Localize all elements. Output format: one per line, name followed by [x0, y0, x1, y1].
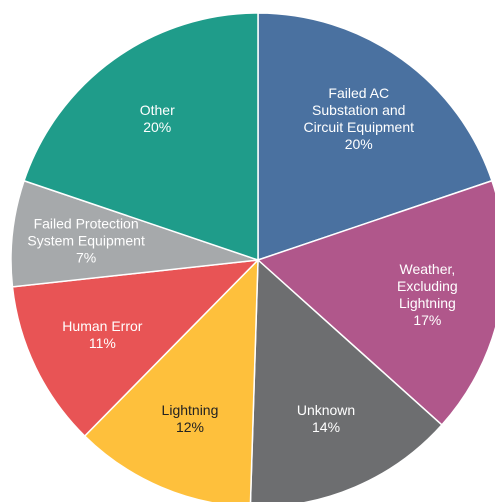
percent-label: 14% — [312, 418, 341, 435]
slice-label: Other 20% — [98, 102, 216, 136]
category-name: Human Error — [62, 318, 143, 335]
category-name: Lightning — [161, 401, 219, 418]
percent-label: 12% — [175, 418, 204, 435]
slice-label: Unknown 14% — [267, 402, 385, 436]
slice-label: Weather, Excluding Lightning 17% — [368, 261, 486, 329]
pie-slice — [257, 12, 493, 262]
percent-label: 11% — [88, 335, 116, 352]
pie-slice — [11, 259, 261, 438]
category-name: Unknown — [296, 401, 356, 418]
pie-slice — [10, 179, 259, 288]
pie-slice — [256, 179, 495, 426]
pie-slice — [23, 12, 259, 262]
category-name: Weather, Excluding Lightning — [397, 260, 458, 311]
percent-label: 17% — [413, 311, 442, 328]
slice-label: Failed Protection System Equipment 7% — [27, 216, 145, 267]
percent-label: 20% — [143, 119, 172, 136]
slice-label: Human Error 11% — [43, 318, 161, 352]
pie-slice — [249, 258, 443, 502]
category-name: Failed Protection System Equipment — [27, 215, 145, 249]
pie-slice — [83, 258, 259, 502]
category-name: Failed AC Substation and Circuit Equipme… — [303, 85, 415, 136]
percent-label: 7% — [75, 249, 97, 266]
slice-label: Failed AC Substation and Circuit Equipme… — [300, 85, 418, 153]
percent-label: 20% — [344, 136, 373, 153]
category-name: Other — [139, 102, 175, 119]
slice-label: Lightning 12% — [131, 402, 249, 436]
